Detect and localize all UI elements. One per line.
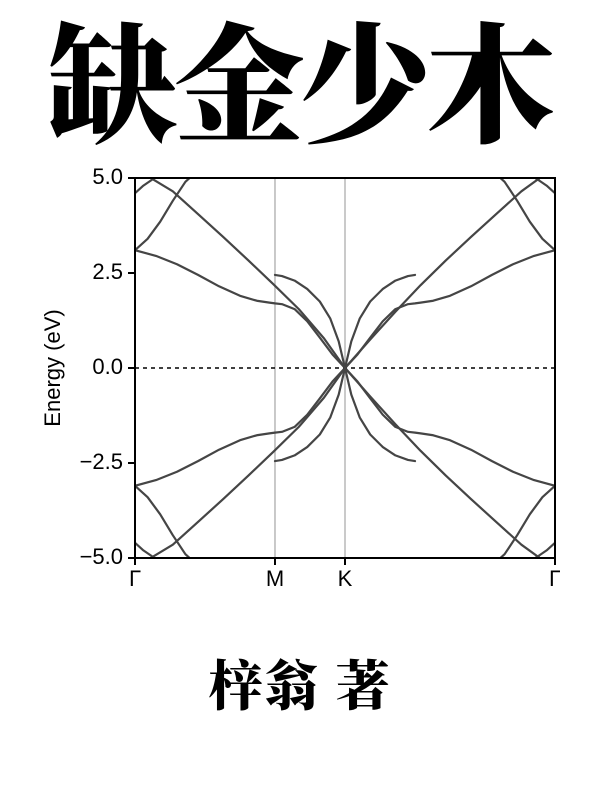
svg-text:Γ: Γ bbox=[129, 566, 141, 591]
svg-text:5.0: 5.0 bbox=[92, 164, 123, 189]
svg-text:−2.5: −2.5 bbox=[80, 449, 123, 474]
svg-text:K: K bbox=[338, 566, 353, 591]
svg-text:Γ: Γ bbox=[549, 566, 560, 591]
svg-text:Energy (eV): Energy (eV) bbox=[40, 309, 65, 426]
svg-text:M: M bbox=[266, 566, 284, 591]
svg-text:0.0: 0.0 bbox=[92, 354, 123, 379]
author-line: 梓翁 著 bbox=[208, 644, 391, 721]
svg-text:2.5: 2.5 bbox=[92, 259, 123, 284]
band-structure-chart: −5.0 −2.5 0.0 2.5 5.0 Γ M K Γ Energy (eV) bbox=[40, 160, 560, 600]
svg-text:−5.0: −5.0 bbox=[80, 544, 123, 569]
page-title: 缺金少木 bbox=[48, 12, 552, 142]
